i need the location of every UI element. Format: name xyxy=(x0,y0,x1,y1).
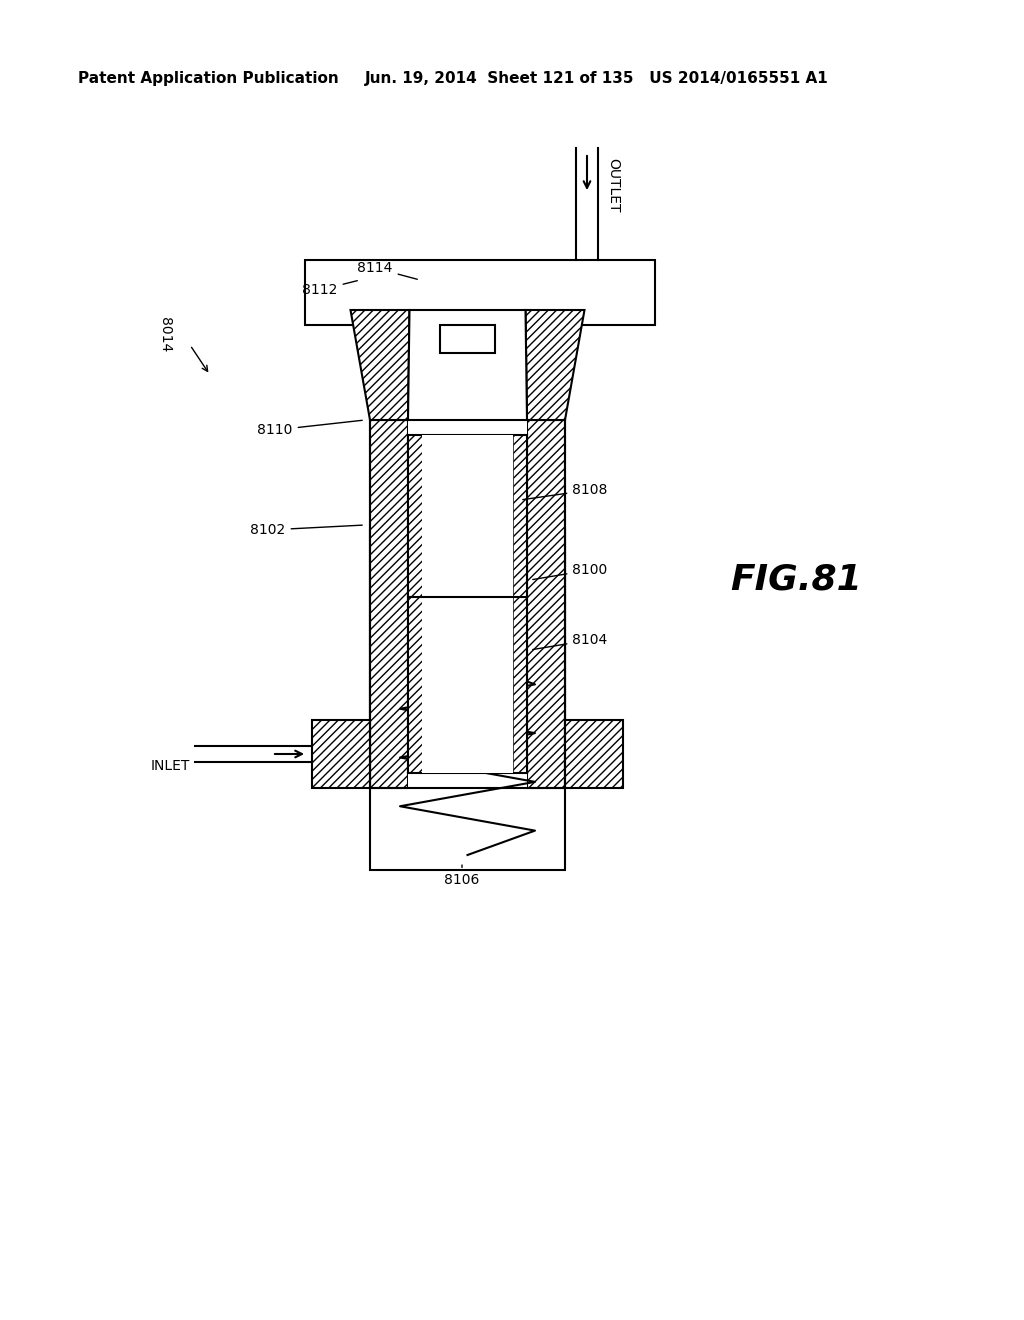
Bar xyxy=(370,531,565,870)
Bar xyxy=(440,325,495,352)
Text: 8114: 8114 xyxy=(357,261,418,280)
Text: 8100: 8100 xyxy=(532,564,607,579)
Bar xyxy=(408,420,527,788)
Text: 8014: 8014 xyxy=(158,317,172,352)
Bar xyxy=(312,719,370,788)
Bar xyxy=(422,436,513,774)
Text: 8110: 8110 xyxy=(257,420,362,437)
Bar xyxy=(370,420,408,788)
Text: OUTLET: OUTLET xyxy=(606,158,620,213)
Bar xyxy=(527,420,565,788)
Bar xyxy=(513,436,527,774)
Text: 8112: 8112 xyxy=(302,281,357,297)
Polygon shape xyxy=(350,310,410,420)
Text: Jun. 19, 2014  Sheet 121 of 135   US 2014/0165551 A1: Jun. 19, 2014 Sheet 121 of 135 US 2014/0… xyxy=(365,70,828,86)
Bar xyxy=(565,719,623,788)
Text: 8104: 8104 xyxy=(532,634,607,649)
Bar xyxy=(305,260,655,325)
Text: 8108: 8108 xyxy=(522,483,607,499)
Bar xyxy=(408,436,422,774)
Polygon shape xyxy=(408,310,527,420)
Text: Patent Application Publication: Patent Application Publication xyxy=(78,70,339,86)
Text: 8102: 8102 xyxy=(251,523,362,537)
Text: FIG.81: FIG.81 xyxy=(730,564,862,597)
Polygon shape xyxy=(525,310,585,420)
Text: 8106: 8106 xyxy=(444,865,479,887)
Text: INLET: INLET xyxy=(151,759,190,774)
